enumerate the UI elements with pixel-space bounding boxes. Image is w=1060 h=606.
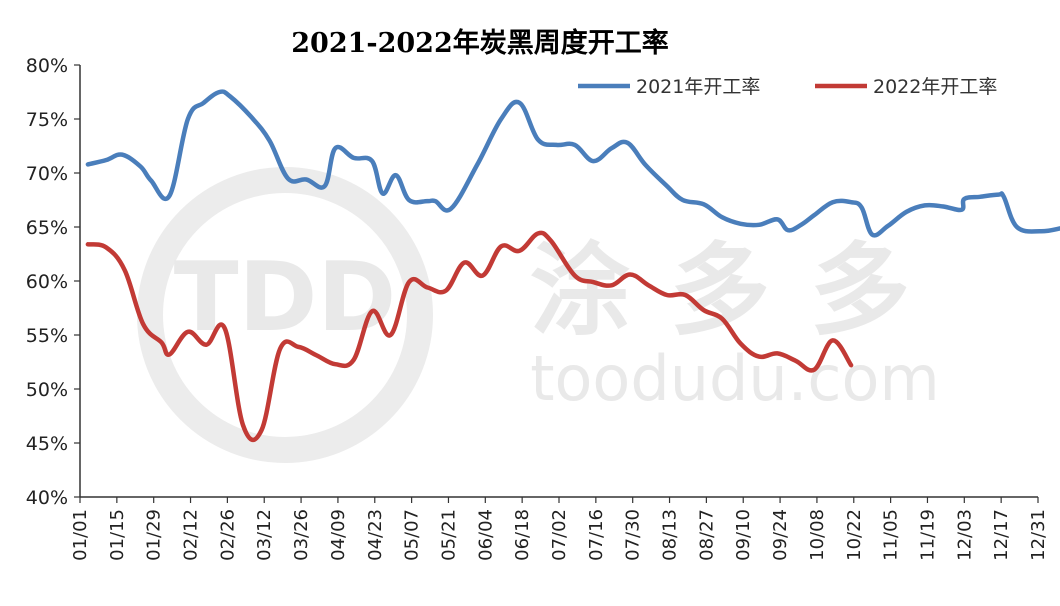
x-tick-label: 03/12: [254, 509, 275, 561]
x-tick-label: 10/08: [807, 509, 828, 561]
y-tick-label: 50%: [26, 379, 68, 401]
x-tick-label: 07/02: [549, 509, 570, 561]
x-tick-label: 05/07: [402, 509, 423, 561]
x-tick-label: 11/05: [881, 509, 902, 561]
watermark: TDD 涂多多 toodudu.com: [137, 167, 950, 463]
series-line-2022: [85, 230, 854, 443]
watermark-ring: [137, 167, 433, 463]
x-tick-label: 02/12: [181, 509, 202, 561]
legend: 2021年开工率 2022年开工率: [578, 76, 997, 98]
x-tick-label: 09/24: [770, 509, 791, 561]
y-tick-label: 60%: [26, 271, 68, 293]
x-tick-label: 09/10: [733, 509, 754, 561]
x-tick-label: 02/26: [217, 509, 238, 561]
x-tick-label: 07/30: [623, 509, 644, 561]
x-tick-label: 06/18: [512, 509, 533, 561]
x-tick-label: 12/17: [991, 509, 1012, 561]
x-tick-label: 06/04: [475, 509, 496, 561]
x-tick-label: 01/01: [70, 509, 91, 561]
series-line-2021: [85, 89, 1060, 238]
y-tick-group: 40% 45% 50% 55% 60% 65% 70% 75% 80%: [26, 55, 80, 509]
series-group: [85, 89, 1060, 443]
legend-label-2022: 2022年开工率: [873, 76, 997, 98]
y-tick-label: 75%: [26, 109, 68, 131]
x-tick-label: 08/13: [660, 509, 681, 561]
watermark-brand-cn: 涂多多: [530, 232, 950, 349]
x-tick-label: 03/26: [291, 509, 312, 561]
watermark-logo-text: TDD: [174, 243, 397, 353]
y-tick-label: 65%: [26, 217, 68, 239]
x-tick-label: 05/21: [438, 509, 459, 561]
x-tick-label: 08/27: [696, 509, 717, 561]
x-tick-label: 10/22: [844, 509, 865, 561]
y-tick-label: 45%: [26, 433, 68, 455]
x-tick-label: 07/16: [586, 509, 607, 561]
watermark-url: toodudu.com: [530, 342, 940, 415]
y-tick-label: 40%: [26, 487, 68, 509]
chart-title: 2021-2022年炭黑周度开工率: [291, 27, 669, 59]
legend-label-2021: 2021年开工率: [636, 76, 760, 98]
x-tick-label: 12/03: [954, 509, 975, 561]
x-tick-label: 04/23: [365, 509, 386, 561]
x-tick-label: 01/29: [144, 509, 165, 561]
x-tick-label: 12/31: [1028, 509, 1049, 561]
x-tick-group: 01/01 01/15 01/29 02/12 02/26 03/12 03/26 04/09…: [70, 497, 1049, 561]
x-tick-label: 11/19: [917, 509, 938, 561]
y-tick-label: 55%: [26, 325, 68, 347]
y-tick-label: 80%: [26, 55, 68, 77]
x-tick-label: 01/15: [107, 509, 128, 561]
x-tick-label: 04/09: [328, 509, 349, 561]
y-tick-label: 70%: [26, 163, 68, 185]
